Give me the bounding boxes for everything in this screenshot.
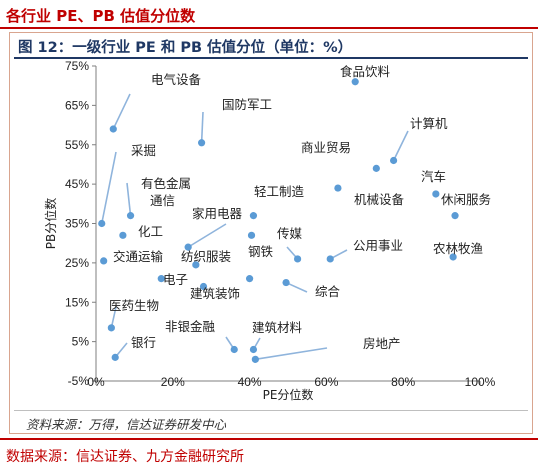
point-label: 交通运输 [113,249,164,264]
point-label: 通信 [150,193,175,208]
point-label: 电子 [163,272,188,287]
y-tick-label: -5% [68,374,90,388]
x-axis-title: PE分位数 [263,387,314,402]
data-point [449,253,457,261]
point-label: 建筑材料 [252,320,303,335]
data-point [326,255,334,263]
data-point [451,212,459,220]
point-label: 建筑装饰 [190,286,240,301]
bottom-divider [0,438,538,440]
point-label: 房地产 [363,336,401,351]
chart-title: 图 12：一级行业 PE 和 PB 估值分位（单位：%） [18,40,353,56]
data-point [334,184,342,192]
chart-title-divider [14,57,528,59]
point-label: 银行 [131,335,156,350]
y-tick-label: 65% [65,98,89,112]
data-point [109,125,117,133]
point-label: 有色金属 [141,176,191,191]
x-tick-label: 20% [161,375,185,389]
data-point [184,243,192,251]
point-label: 休闲服务 [441,192,491,207]
y-tick-label: 25% [65,256,89,270]
y-tick-label: 55% [65,138,89,152]
point-label: 钢铁 [248,244,274,259]
point-label: 化工 [138,224,163,239]
data-point [198,139,206,147]
data-point [126,212,135,220]
data-points [98,78,459,363]
source-divider [14,410,528,411]
chart-source-note: 资料来源：万得，信达证券研发中心 [26,417,227,432]
data-point [282,278,290,287]
data-point [390,156,398,165]
data-point [119,231,127,239]
page-title: 各行业 PE、PB 估值分位数 [6,7,196,25]
point-label: 电气设备 [151,72,202,87]
point-label: 采掘 [131,143,156,158]
y-axis-title: PB分位数 [43,198,58,249]
point-label: 公用事业 [353,238,403,253]
point-label: 食品饮料 [340,64,391,79]
leader-line [285,281,308,293]
data-point [249,212,258,220]
data-point [351,78,359,86]
point-label: 家用电器 [192,206,243,221]
data-point [372,164,380,172]
data-point [100,257,108,265]
x-tick-label: 60% [314,375,338,389]
leader-line [187,223,227,248]
data-point [111,353,119,361]
data-point [247,231,256,239]
leader-lines [100,93,409,361]
leader-line [200,111,204,143]
point-label: 机械设备 [354,192,405,207]
point-label: 汽车 [421,169,446,184]
leader-line [392,130,409,161]
data-point [192,261,200,269]
chart-frame [9,32,533,434]
point-label: 医药生物 [109,298,159,313]
point-label: 传媒 [277,226,303,241]
point-label: 轻工制造 [254,184,305,199]
data-point [199,282,208,291]
point-label: 农林牧渔 [433,241,483,256]
point-label: 商业贸易 [301,140,351,155]
x-tick-label: 80% [391,375,415,389]
point-label: 非银金融 [165,319,216,334]
x-tick-label: 40% [238,375,262,389]
y-tick-label: 75% [65,59,89,73]
x-tick-label: 100% [465,375,496,389]
leader-line [100,151,117,224]
y-tick-label: 45% [65,177,89,191]
x-tick-label: 0% [87,375,105,389]
leader-line [112,93,131,130]
data-point [246,275,254,283]
data-point [294,255,302,263]
data-point [98,219,106,228]
point-label: 计算机 [410,116,448,131]
leader-line [126,182,132,216]
data-point [107,324,115,332]
data-point [432,190,440,198]
point-label: 综合 [315,284,341,299]
y-tick-label: 5% [72,335,90,349]
y-tick-label: 15% [65,295,89,309]
point-label: 纺织服装 [181,249,231,264]
data-point [251,355,259,363]
point-label: 国防军工 [222,97,272,112]
data-point [249,345,258,354]
top-divider [0,27,538,29]
data-point [157,275,165,283]
leader-line [255,347,328,361]
data-point [230,345,238,354]
y-tick-label: 35% [65,217,89,231]
page-source: 数据来源：信达证券、九方金融研究所 [6,449,244,465]
axes: -5% 5% 15% 25% 35% 45% 55% 65% 75% 0% 20% 40% 60% 80%… [43,59,496,402]
